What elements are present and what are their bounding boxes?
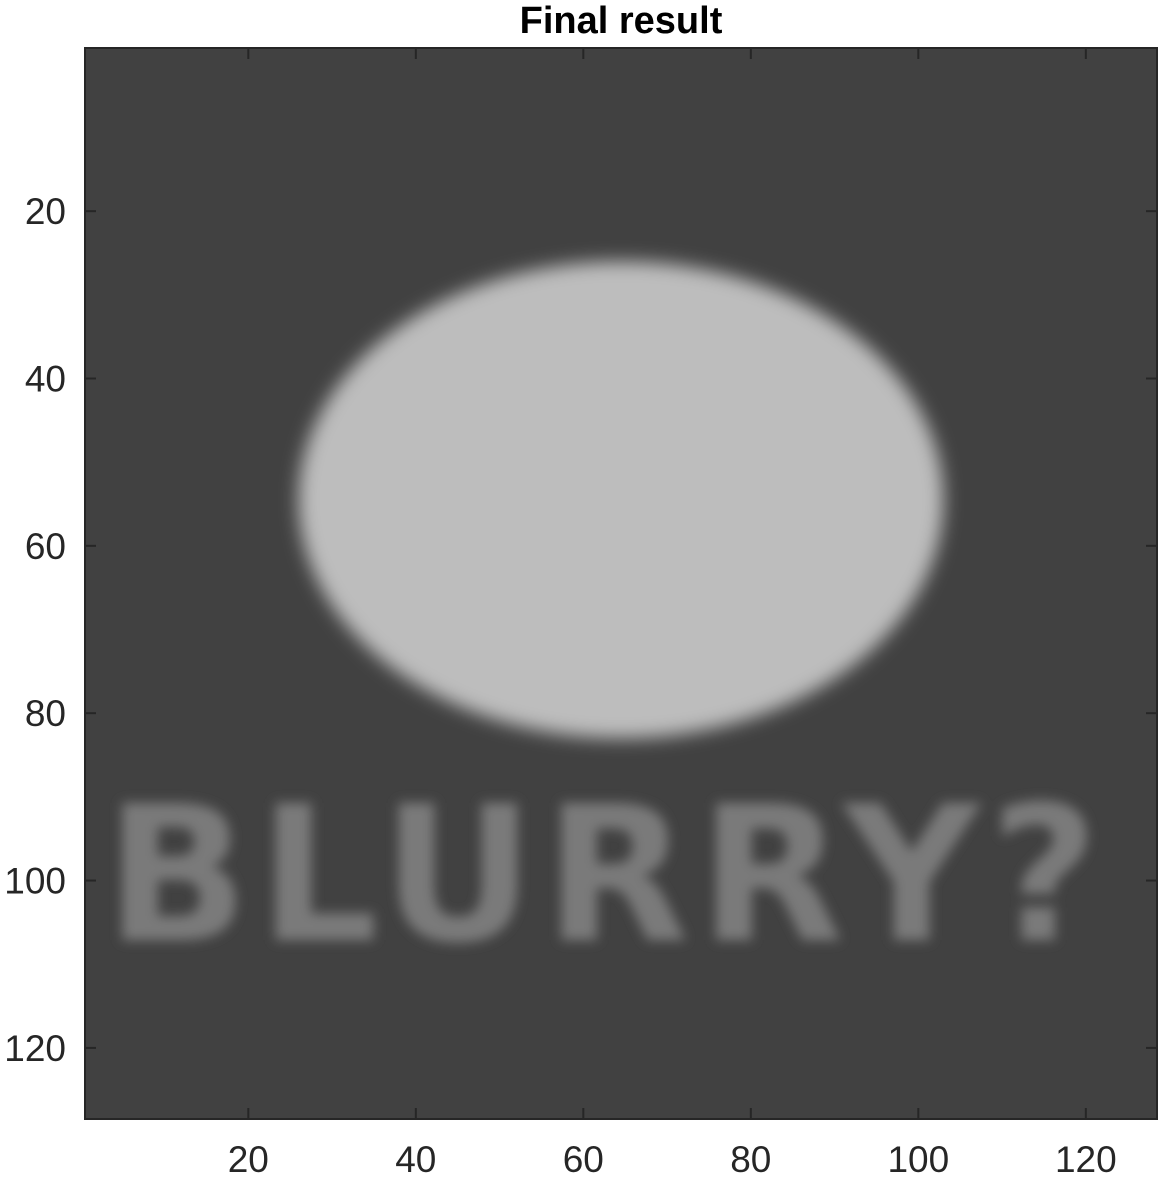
y-tick-label: 40 bbox=[25, 359, 66, 400]
x-tick-label: 40 bbox=[395, 1139, 436, 1180]
x-tick-label: 60 bbox=[563, 1139, 604, 1180]
x-tick-label: 80 bbox=[730, 1139, 771, 1180]
blurry-text: BLURRY? bbox=[105, 766, 1108, 985]
y-axis-ticks bbox=[85, 210, 1157, 1049]
blurred-ellipse bbox=[298, 261, 944, 739]
axes-box bbox=[84, 47, 1158, 1120]
x-tick-label: 20 bbox=[228, 1139, 269, 1180]
x-tick-label: 120 bbox=[1055, 1139, 1117, 1180]
y-tick-label: 100 bbox=[4, 861, 66, 902]
y-axis-tick-labels: 20 40 60 80 100 120 bbox=[4, 191, 66, 1069]
image-area: BLURRY? bbox=[85, 48, 1157, 1119]
y-tick-label: 80 bbox=[25, 693, 66, 734]
x-tick-label: 100 bbox=[887, 1139, 949, 1180]
y-tick-label: 120 bbox=[4, 1028, 66, 1069]
y-tick-label: 60 bbox=[25, 526, 66, 567]
x-axis-ticks bbox=[247, 48, 1087, 1119]
y-tick-label: 20 bbox=[25, 191, 66, 232]
figure-title: Final result bbox=[520, 0, 723, 42]
x-axis-tick-labels: 20 40 60 80 100 120 bbox=[228, 1139, 1117, 1180]
